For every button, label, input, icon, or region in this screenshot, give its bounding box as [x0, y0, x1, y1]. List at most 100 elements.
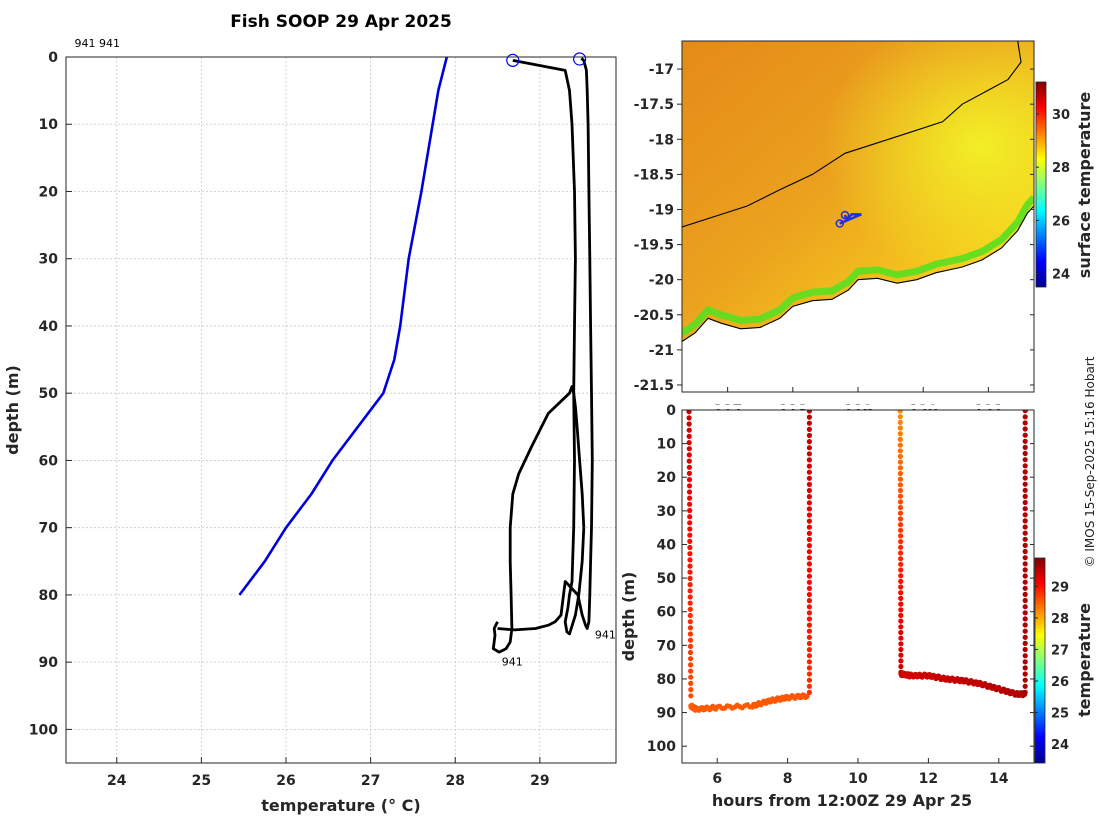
data-point — [686, 452, 692, 458]
x-tick-label: 14 — [989, 771, 1009, 787]
track-marker — [835, 219, 844, 228]
data-point — [806, 530, 813, 537]
data-point — [806, 622, 813, 628]
data-point — [687, 625, 694, 631]
data-point — [806, 420, 813, 426]
y-tick-label: 40 — [657, 537, 677, 553]
data-point — [1022, 548, 1028, 555]
y-tick-label: -20 — [649, 273, 675, 289]
data-point — [806, 524, 813, 530]
panel-gap — [680, 405, 1036, 409]
y-tick-label: 90 — [39, 655, 59, 671]
y-tick-label: 100 — [29, 722, 58, 738]
data-point — [897, 414, 903, 420]
x-tick-label: 6 — [712, 771, 722, 787]
data-point — [1022, 573, 1028, 579]
data-point — [687, 551, 693, 557]
data-point — [898, 624, 904, 630]
x-tick-label: 25 — [192, 773, 211, 789]
y-tick-label: 100 — [647, 739, 676, 755]
data-point — [1022, 518, 1028, 524]
data-point — [898, 561, 904, 567]
data-point — [806, 518, 813, 524]
x-tick-label: 24 — [107, 773, 127, 789]
colorbar-label: temperature — [1075, 603, 1094, 717]
series-line-blue — [238, 57, 449, 596]
data-point — [687, 606, 693, 612]
data-point — [687, 569, 693, 575]
colorbar-tick-label: 27 — [1051, 643, 1069, 658]
data-point — [897, 453, 904, 459]
y-tick-label: 90 — [657, 706, 677, 722]
data-point — [898, 658, 904, 664]
data-point — [687, 637, 694, 643]
data-point — [898, 590, 904, 596]
data-point — [806, 591, 813, 598]
data-point — [806, 640, 813, 647]
colorbar-tick-label: 26 — [1051, 675, 1069, 690]
data-point — [686, 415, 692, 421]
data-point — [806, 579, 813, 585]
data-point — [897, 470, 904, 477]
x-tick-label: 12 — [919, 771, 938, 787]
data-point — [898, 646, 904, 653]
data-point — [806, 683, 813, 689]
data-point — [898, 601, 904, 607]
map-content — [682, 41, 1034, 392]
data-point — [686, 489, 693, 495]
data-point — [1022, 567, 1028, 573]
y-tick-label: 0 — [48, 50, 58, 66]
data-point — [1022, 426, 1028, 432]
data-point — [687, 557, 693, 563]
data-point — [687, 563, 693, 569]
y-tick-label: -18.5 — [634, 167, 674, 183]
colorbar-tick-label: 24 — [1051, 738, 1069, 753]
data-point — [686, 477, 693, 483]
data-point — [1022, 610, 1028, 616]
data-point — [1022, 628, 1028, 634]
data-point — [1022, 450, 1028, 457]
data-point — [806, 500, 813, 506]
bathymetry-contour — [682, 41, 1022, 228]
data-point — [686, 410, 692, 415]
data-point — [898, 652, 904, 658]
data-point — [806, 585, 813, 592]
data-point — [1022, 469, 1028, 475]
track-marker — [840, 210, 850, 220]
data-point — [804, 693, 810, 699]
data-point — [1022, 555, 1028, 561]
data-point — [1022, 604, 1028, 610]
data-point — [1022, 640, 1028, 647]
data-point — [687, 544, 693, 551]
data-point — [897, 410, 903, 414]
y-tick-label: -17.5 — [634, 97, 674, 113]
colorbar-tick-label: 29 — [1051, 580, 1069, 595]
annotation-label: 941 — [502, 656, 523, 669]
data-point — [1022, 683, 1028, 689]
plot-area — [66, 57, 616, 763]
data-point — [686, 440, 692, 446]
colorbar-label: surface temperature — [1075, 92, 1094, 279]
data-point — [687, 643, 694, 650]
y-tick-label: -19.5 — [634, 238, 674, 254]
data-point — [688, 674, 694, 680]
colorbar-tick-label: 25 — [1051, 707, 1069, 722]
y-axis-label: depth (m) — [619, 572, 638, 662]
figure-title: Fish SOOP 29 Apr 2025 — [230, 12, 452, 32]
data-point — [897, 431, 903, 437]
data-point — [806, 677, 813, 683]
y-tick-label: 0 — [666, 403, 676, 419]
data-point — [687, 594, 693, 600]
plot-frame — [65, 56, 617, 764]
colorbar-tick-label: 26 — [1052, 214, 1070, 229]
data-point — [806, 567, 813, 573]
data-point — [897, 493, 904, 499]
data-point — [897, 522, 904, 528]
data-point — [897, 504, 904, 511]
data-point — [898, 595, 904, 602]
data-point — [806, 549, 813, 555]
data-point — [806, 481, 813, 487]
data-point — [806, 536, 813, 543]
data-point — [898, 578, 904, 585]
data-point — [897, 419, 903, 425]
